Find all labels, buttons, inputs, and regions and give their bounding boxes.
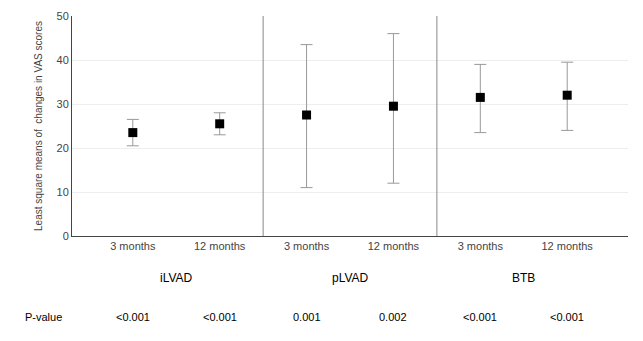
svg-text:<0.001: <0.001 xyxy=(550,311,584,323)
svg-text:3 months: 3 months xyxy=(284,240,330,252)
svg-text:Least square means of changes: Least square means of changes in VAS sco… xyxy=(33,21,44,231)
svg-text:0.002: 0.002 xyxy=(379,311,407,323)
svg-text:BTB: BTB xyxy=(512,271,535,285)
svg-text:pLVAD: pLVAD xyxy=(332,271,369,285)
svg-text:3 months: 3 months xyxy=(110,240,156,252)
svg-text:0: 0 xyxy=(63,230,69,242)
svg-text:12 months: 12 months xyxy=(542,240,594,252)
svg-text:<0.001: <0.001 xyxy=(203,311,237,323)
svg-text:10: 10 xyxy=(57,186,69,198)
svg-text:<0.001: <0.001 xyxy=(116,311,150,323)
svg-text:0.001: 0.001 xyxy=(293,311,321,323)
svg-text:<0.001: <0.001 xyxy=(463,311,497,323)
svg-text:3 months: 3 months xyxy=(458,240,504,252)
svg-text:P-value: P-value xyxy=(25,311,62,323)
svg-text:12 months: 12 months xyxy=(368,240,420,252)
svg-text:40: 40 xyxy=(57,54,69,66)
svg-text:iLVAD: iLVAD xyxy=(160,271,193,285)
svg-text:30: 30 xyxy=(57,98,69,110)
svg-text:20: 20 xyxy=(57,142,69,154)
svg-text:50: 50 xyxy=(57,10,69,22)
svg-text:12 months: 12 months xyxy=(194,240,246,252)
